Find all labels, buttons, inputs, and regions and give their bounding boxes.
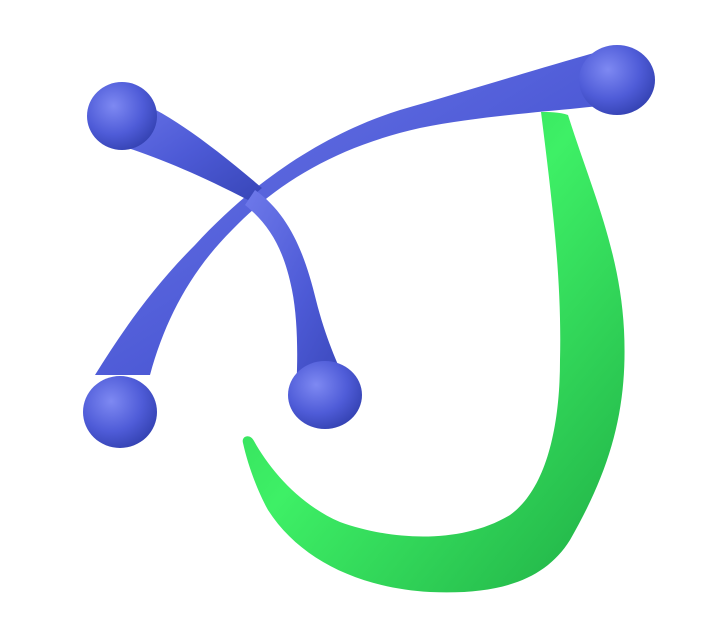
- blue-bulb-bottom-center: [288, 361, 362, 429]
- blue-x-shape: [83, 45, 655, 448]
- blue-lower-arm: [245, 190, 348, 392]
- blue-bulb-top-left: [87, 82, 157, 150]
- blue-bulb-bottom-left: [83, 376, 157, 448]
- blue-bulb-top-right: [579, 45, 655, 115]
